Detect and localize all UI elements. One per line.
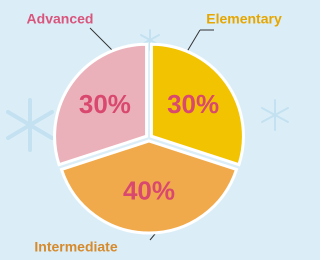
value-label: 30% xyxy=(167,89,219,119)
category-label: Advanced xyxy=(27,11,94,27)
value-label: 40% xyxy=(123,175,175,205)
chart: 30% Elementary 40% Intermediate 30% Advanced xyxy=(0,0,290,260)
value-label: 30% xyxy=(79,89,131,119)
category-label: Intermediate xyxy=(34,239,117,255)
category-label: Elementary xyxy=(206,11,282,27)
